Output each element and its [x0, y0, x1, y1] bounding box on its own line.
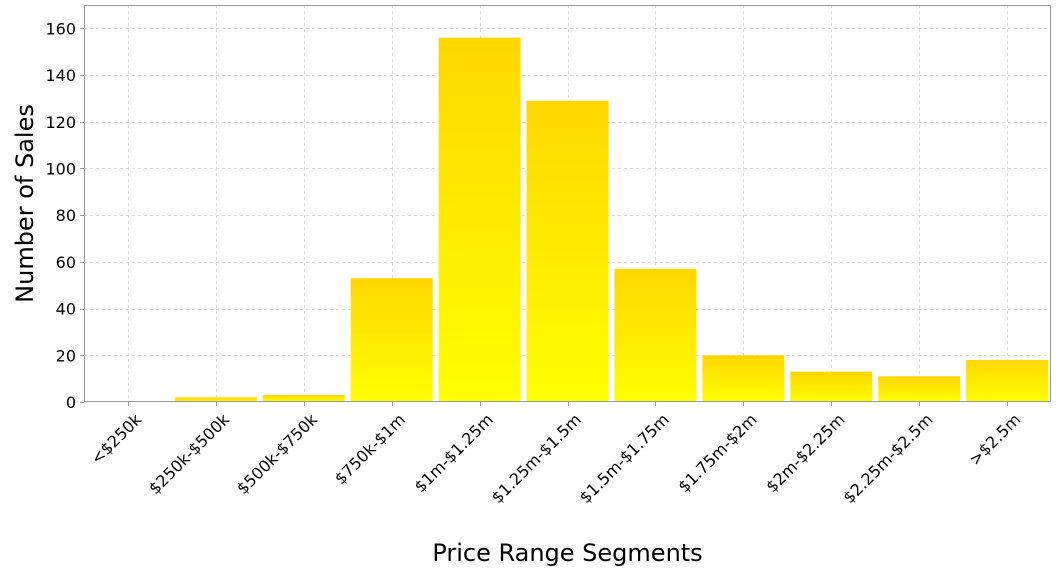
x-tick-label: $750k-$1m	[331, 410, 409, 488]
plot-border	[84, 5, 1051, 402]
x-tick-label: $1m-$1.25m	[411, 410, 497, 496]
bar-2	[262, 394, 345, 402]
x-tick-label: $1.75m-$2m	[674, 410, 760, 496]
x-tick-label: $250k-$500k	[145, 409, 234, 498]
x-tick-label: $1.25m-$1.5m	[488, 410, 585, 507]
bar-5	[526, 100, 609, 402]
x-tick-label: $2.25m-$2.5m	[839, 410, 936, 507]
x-tick-label: $1.5m-$1.75m	[576, 410, 673, 507]
y-axis-ticks: 0 20 40 60 80 100 120 140 160	[45, 19, 84, 412]
x-tick-label: <$250k	[87, 409, 146, 468]
bar-7	[702, 355, 785, 402]
y-tick-label: 160	[45, 19, 76, 38]
bar-3	[350, 278, 433, 402]
bar-1	[174, 397, 257, 402]
x-axis-ticks: <$250k $250k-$500k $500k-$750k $750k-$1m $1m…	[87, 402, 1024, 507]
x-tick-label: $500k-$750k	[233, 409, 322, 498]
x-axis-title: Price Range Segments	[432, 539, 702, 567]
y-tick-label: 0	[66, 393, 76, 412]
y-tick-label: 40	[56, 300, 76, 319]
y-tick-label: 100	[45, 159, 76, 178]
bar-9	[878, 376, 961, 402]
bar-10	[966, 359, 1048, 402]
y-tick-label: 80	[56, 206, 76, 225]
y-tick-label: 20	[56, 346, 76, 365]
bar-8	[790, 371, 873, 402]
bar-6	[614, 268, 697, 402]
y-axis-title: Number of Sales	[11, 104, 39, 303]
y-tick-label: 140	[45, 66, 76, 85]
bars	[174, 37, 1048, 402]
x-tick-label: >$2.5m	[965, 410, 1024, 469]
y-tick-label: 60	[56, 253, 76, 272]
y-tick-label: 120	[45, 113, 76, 132]
x-tick-label: $2m-$2.25m	[762, 410, 848, 496]
bar-4	[438, 37, 521, 402]
